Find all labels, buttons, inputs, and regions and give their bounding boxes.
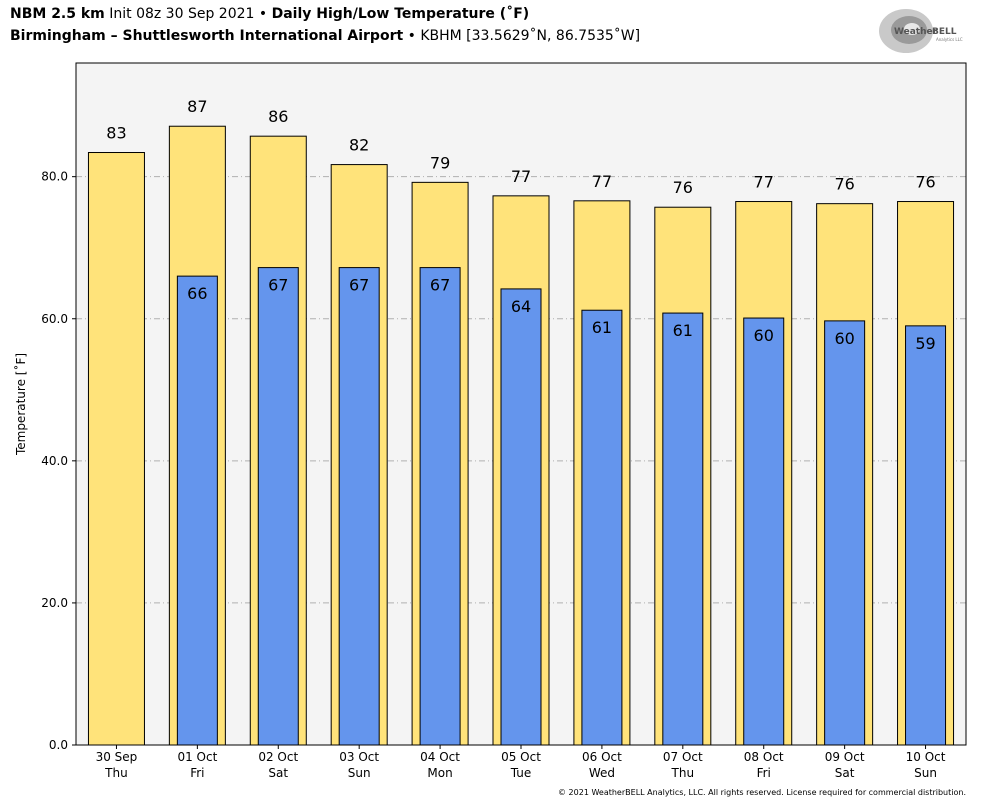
low-temp-bar [662,312,704,746]
x-tick-date: 08 Oct [744,750,784,764]
high-temp-label: 87 [187,97,207,116]
low-temp-label: 67 [268,276,288,295]
x-tick-day: Sun [348,766,371,780]
logo-text-a: Weather [894,27,938,37]
y-tick-label: 20.0 [41,596,68,610]
x-tick-day: Fri [757,766,771,780]
high-temp-label: 77 [511,167,531,186]
x-tick-date: 02 Oct [258,750,298,764]
x-tick-date: 30 Sep [96,750,138,764]
high-temp-label: 82 [349,136,369,155]
separator: • [258,6,268,22]
high-temp-label: 76 [834,175,854,194]
y-tick-label: 40.0 [41,454,68,468]
high-temp-label: 76 [915,173,935,192]
chart-title: Daily High/Low Temperature (˚F) [271,6,530,22]
low-temp-label: 64 [511,297,531,316]
low-temp-bar [338,267,380,746]
logo-subtext: Analytics LLC [936,37,963,42]
weatherbell-logo: Weather BELL Analytics LLC [879,9,963,53]
low-temp-label: 67 [349,276,369,295]
x-tick-date: 10 Oct [906,750,946,764]
x-tick-date: 04 Oct [420,750,460,764]
y-axis-label: Temperature [˚F] [13,353,28,456]
x-tick-day: Tue [510,766,532,780]
x-tick-day: Mon [427,766,452,780]
y-tick-label: 80.0 [41,170,68,184]
low-temp-bar [743,317,785,746]
low-temp-bar [824,320,866,746]
separator: • [407,28,416,44]
low-temp-bar [581,309,623,746]
high-temp-label: 77 [754,173,774,192]
station-info: KBHM [33.5629˚N, 86.7535˚W] [420,28,641,44]
x-tick-day: Thu [104,766,128,780]
chart-header-line-1: NBM 2.5 km Init 08z 30 Sep 2021 • Daily … [10,6,529,22]
x-tick-day: Sat [835,766,855,780]
low-temp-bar [500,288,542,746]
x-tick-day: Fri [190,766,204,780]
x-tick-day: Sat [268,766,288,780]
low-temp-label: 60 [834,329,854,348]
x-tick-date: 01 Oct [177,750,217,764]
high-temp-label: 83 [106,124,126,143]
low-temp-label: 59 [915,334,935,353]
logo-swirl-eye [904,23,920,35]
y-axis: 0.0 20.0 40.0 60.0 80.0 [41,170,76,752]
low-temp-label: 61 [592,318,612,337]
y-tick-label: 0.0 [49,738,68,752]
low-temp-bar [176,275,218,746]
x-tick-day: Sun [914,766,937,780]
low-temp-label: 61 [673,321,693,340]
x-tick-date: 06 Oct [582,750,622,764]
x-tick-date: 07 Oct [663,750,703,764]
low-temp-label: 66 [187,284,207,303]
high-temp-label: 79 [430,153,450,172]
x-tick-day: Thu [671,766,695,780]
logo-text-b: BELL [932,27,957,37]
x-tick-date: 09 Oct [825,750,865,764]
y-tick-label: 60.0 [41,312,68,326]
x-tick-date: 03 Oct [339,750,379,764]
location-name: Birmingham – Shuttlesworth International… [10,28,404,44]
low-temp-label: 60 [754,326,774,345]
high-temp-bar [87,152,145,746]
high-temp-label: 86 [268,107,288,126]
high-temp-label: 77 [592,172,612,191]
low-temp-label: 67 [430,276,450,295]
chart-header-line-2: Birmingham – Shuttlesworth International… [10,28,640,44]
low-temp-bar [257,267,299,746]
copyright-notice: © 2021 WeatherBELL Analytics, LLC. All r… [558,788,966,797]
x-axis: 30 Sep Thu 01 Oct Fri 02 Oct Sat 03 Oct Sun 04 O… [96,745,946,780]
bars-group: 83 87 66 86 67 82 67 79 67 77 64 77 61 76 61 77 60 76 60 76… [87,97,955,746]
x-tick-date: 05 Oct [501,750,541,764]
model-name: NBM 2.5 km [10,6,105,22]
low-temp-bar [905,325,947,746]
high-temp-label: 76 [673,178,693,197]
x-tick-day: Wed [589,766,615,780]
init-time: Init 08z 30 Sep 2021 [109,6,255,22]
low-temp-bar [419,267,461,746]
